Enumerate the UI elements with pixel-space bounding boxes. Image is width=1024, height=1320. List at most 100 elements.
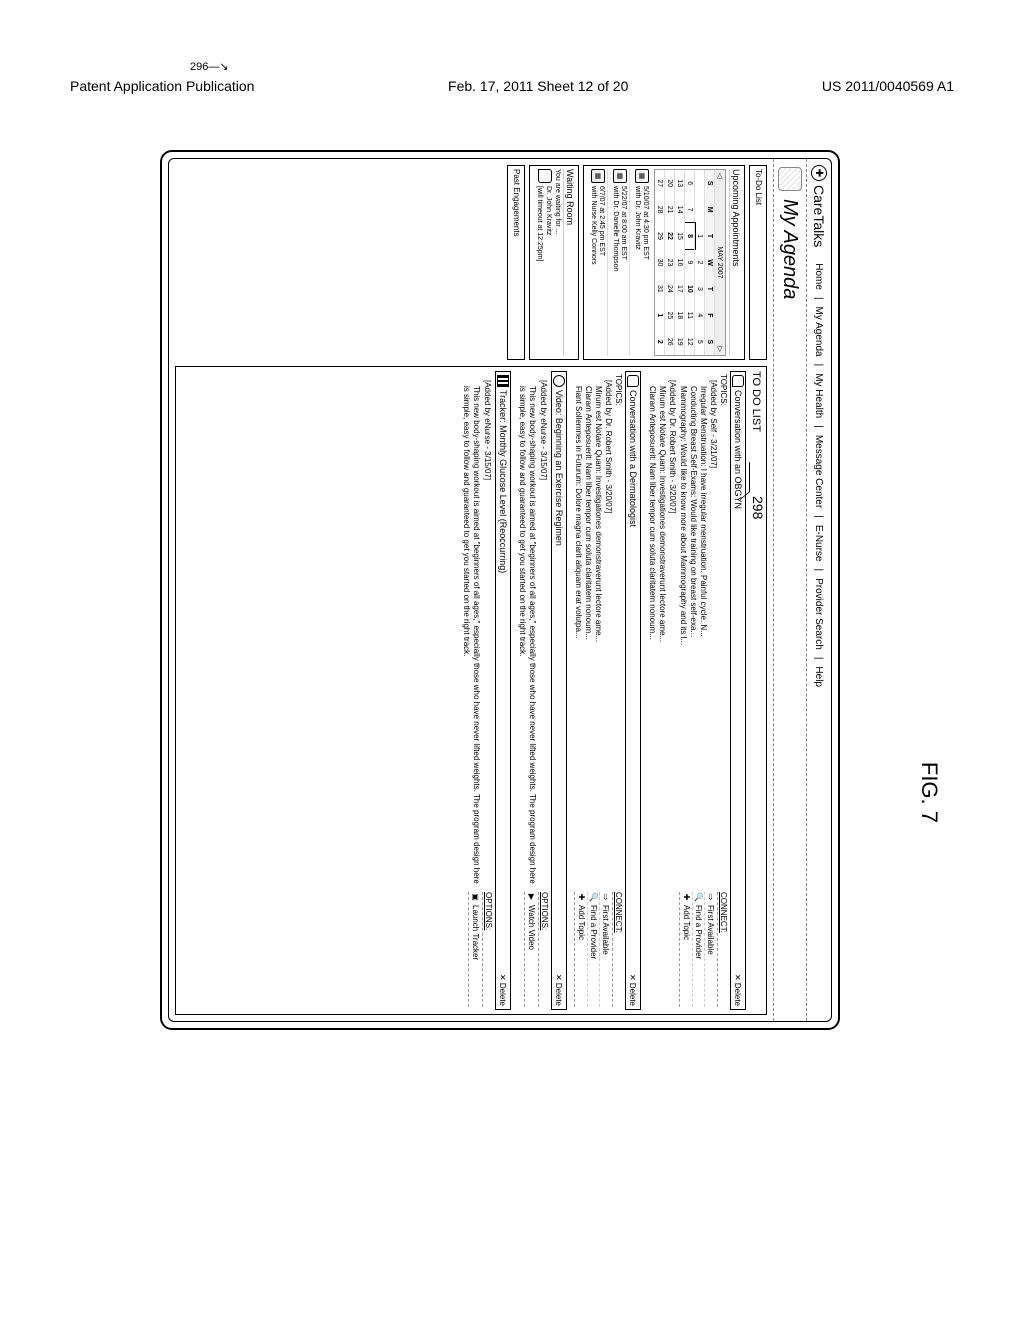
calendar[interactable]: ◁ MAY 2007 ▷ SMTWTFS12345678910111213141… <box>654 169 726 356</box>
header-right: US 2011/0040569 A1 <box>822 78 954 94</box>
appointment-item[interactable]: ▦6/7/07 at 2:45 pm ESTwith Nurse Kelly C… <box>587 169 609 356</box>
video-icon <box>553 375 565 387</box>
option-icon: ▣ <box>471 892 480 902</box>
todo-item: Tracker: Monthly Glucose Level (Reoccurr… <box>461 371 511 1010</box>
option-icon: ▶ <box>527 892 536 902</box>
appointment-item[interactable]: ▦5/22/07 at 8:00 am ESTwith Dr. Danielle… <box>608 169 630 356</box>
waiting-provider-name: Dr. John Kravitz <box>543 186 551 261</box>
option-icon: 🔍 <box>694 892 703 902</box>
calendar-day[interactable]: 22 <box>665 223 675 249</box>
calendar-day[interactable]: 31 <box>655 276 665 302</box>
conversation-icon <box>627 375 639 387</box>
side-option[interactable]: ▶Watch Video <box>526 892 537 1007</box>
main-nav: Home|My Agenda|My Health|Message Center|… <box>814 263 825 687</box>
option-icon: 🔍 <box>589 892 598 902</box>
calendar-day[interactable]: 25 <box>665 302 675 328</box>
calendar-day[interactable]: 11 <box>685 302 695 328</box>
page-title: My Agenda <box>779 199 802 299</box>
callout-298: 298 <box>750 496 766 519</box>
nav-help[interactable]: Help <box>814 666 825 687</box>
delete-button[interactable]: ✕ Delete <box>499 974 508 1006</box>
calendar-day[interactable]: 9 <box>685 249 695 275</box>
header-left: Patent Application Publication <box>70 78 254 94</box>
figure-reference-number: 296—↘ <box>190 60 229 73</box>
calendar-icon: ▦ <box>635 169 649 183</box>
calendar-day[interactable]: 29 <box>655 223 665 249</box>
option-icon: ⇨ <box>706 892 715 902</box>
calendar-day[interactable]: 12 <box>685 329 695 355</box>
calendar-day[interactable]: 17 <box>675 276 685 302</box>
calendar-day[interactable]: 24 <box>665 276 675 302</box>
calendar-day[interactable]: 27 <box>655 170 665 196</box>
titlebar: ✚ CareTalks Home|My Agenda|My Health|Mes… <box>806 159 831 1021</box>
waiting-timeout: [will timeout at 12:25pm] <box>535 186 543 261</box>
side-option[interactable]: ▣Launch Tracker <box>470 892 481 1007</box>
nav-my-agenda[interactable]: My Agenda <box>814 307 825 357</box>
calendar-icon: ▦ <box>591 169 605 183</box>
calendar-day[interactable]: 1 <box>655 302 665 328</box>
calendar-day[interactable]: 7 <box>685 196 695 222</box>
item-title: Conversation with a Dermatologist <box>628 390 638 527</box>
upcoming-appointments-section: Upcoming Appointments ◁ MAY 2007 ▷ SMTWT… <box>583 165 745 360</box>
calendar-day[interactable]: 5 <box>695 329 705 355</box>
waiting-room-section: Waiting Room You are waiting for ... Dr.… <box>529 165 579 360</box>
calendar-day[interactable]: 8 <box>685 223 695 249</box>
chat-icon <box>538 169 552 183</box>
page-icon <box>778 167 802 191</box>
delete-button[interactable]: ✕ Delete <box>629 974 638 1006</box>
figure-label: FIG. 7 <box>916 762 942 823</box>
delete-button[interactable]: ✕ Delete <box>734 974 743 1006</box>
conversation-icon <box>732 375 744 387</box>
calendar-day[interactable]: 16 <box>675 249 685 275</box>
side-option[interactable]: ✚Add Topic <box>576 892 588 1007</box>
calendar-day[interactable]: 1 <box>695 223 705 249</box>
calendar-day[interactable]: 2 <box>655 329 665 355</box>
calendar-day[interactable]: 21 <box>665 196 675 222</box>
side-option[interactable]: ⇨First Available <box>600 892 611 1007</box>
side-option[interactable]: 🔍Find a Provider <box>588 892 600 1007</box>
next-month-icon[interactable]: ▷ <box>716 347 724 352</box>
calendar-day[interactable]: 20 <box>665 170 675 196</box>
todo-item: Conversation with a Dermatologist ✕ Delet… <box>573 371 641 1010</box>
nav-my-health[interactable]: My Health <box>814 373 825 418</box>
calendar-day[interactable]: 13 <box>675 170 685 196</box>
calendar-day[interactable]: 19 <box>675 329 685 355</box>
nav-message-center[interactable]: Message Center <box>814 435 825 508</box>
calendar-day[interactable]: 14 <box>675 196 685 222</box>
option-icon: ✚ <box>682 892 691 902</box>
calendar-day[interactable]: 28 <box>655 196 665 222</box>
calendar-month: MAY 2007 <box>717 246 724 278</box>
calendar-day[interactable]: 4 <box>695 302 705 328</box>
calendar-day[interactable]: 2 <box>695 249 705 275</box>
calendar-day[interactable]: 6 <box>685 170 695 196</box>
calendar-day[interactable]: 30 <box>655 249 665 275</box>
tracker-icon <box>497 375 509 387</box>
side-option[interactable]: 🔍Find a Provider <box>693 892 705 1007</box>
item-title: Video: Beginning an Exercise Regimen <box>554 390 564 546</box>
item-title: Tracker: Monthly Glucose Level (Reoccurr… <box>498 390 508 573</box>
calendar-day[interactable] <box>695 196 705 222</box>
main-heading: TO DO LIST 298 <box>750 371 762 1010</box>
todo-sidebar-section[interactable]: To-Do List <box>749 165 767 360</box>
option-icon: ⇨ <box>601 892 610 902</box>
prev-month-icon[interactable]: ◁ <box>716 173 724 178</box>
nav-home[interactable]: Home <box>814 263 825 290</box>
past-engagements-section[interactable]: Past Engagements <box>507 165 525 360</box>
header-center: Feb. 17, 2011 Sheet 12 of 20 <box>448 78 628 94</box>
side-option[interactable]: ✚Add Topic <box>681 892 693 1007</box>
app-title: CareTalks <box>811 185 827 247</box>
calendar-day[interactable]: 10 <box>685 276 695 302</box>
calendar-day[interactable]: 26 <box>665 329 675 355</box>
todo-item: Conversation with an OBGYN✕ DeleteTOPICS… <box>647 371 746 1010</box>
appointment-item[interactable]: ▦5/10/07 at 4:30 pm ESTwith Dr. John Kra… <box>630 169 651 356</box>
calendar-day[interactable] <box>695 170 705 196</box>
calendar-day[interactable]: 23 <box>665 249 675 275</box>
delete-button[interactable]: ✕ Delete <box>555 974 564 1006</box>
calendar-day[interactable]: 18 <box>675 302 685 328</box>
nav-e-nurse[interactable]: E-Nurse <box>814 525 825 562</box>
calendar-day[interactable]: 3 <box>695 276 705 302</box>
calendar-day[interactable]: 15 <box>675 223 685 249</box>
side-option[interactable]: ⇨First Available <box>705 892 716 1007</box>
todo-item: Video: Beginning an Exercise Regimen ✕ De… <box>517 371 567 1010</box>
nav-provider-search[interactable]: Provider Search <box>814 578 825 650</box>
